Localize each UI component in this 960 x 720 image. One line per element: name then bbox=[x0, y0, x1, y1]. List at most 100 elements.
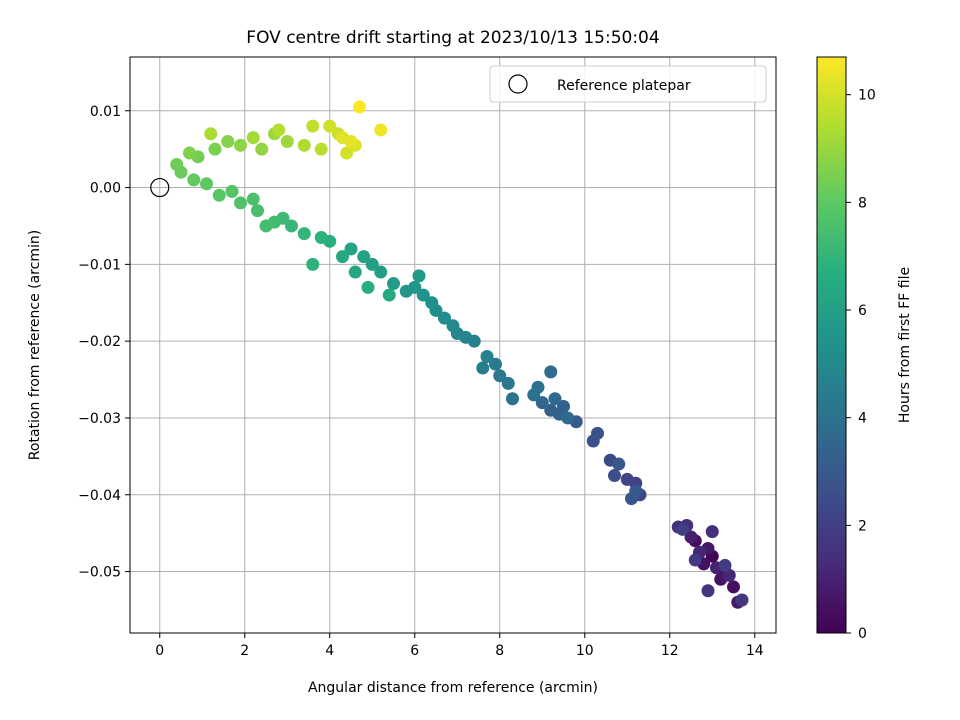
scatter-point bbox=[412, 269, 426, 283]
scatter-point bbox=[297, 138, 311, 152]
scatter-point bbox=[480, 350, 494, 364]
grid-lines bbox=[130, 57, 776, 633]
scatter-point bbox=[285, 219, 298, 233]
scatter-point bbox=[561, 411, 575, 425]
scatter-point bbox=[306, 257, 320, 271]
scatter-point bbox=[387, 277, 400, 291]
scatter-point bbox=[535, 396, 549, 410]
scatter-point bbox=[344, 134, 358, 148]
x-tick-label: 6 bbox=[410, 643, 419, 659]
scatter-point bbox=[701, 584, 715, 598]
scatter-point bbox=[323, 119, 337, 133]
y-tick-label: −0.05 bbox=[78, 565, 121, 581]
plot-axes bbox=[125, 56, 777, 638]
scatter-point bbox=[548, 392, 562, 406]
colorbar-tick-label: 8 bbox=[858, 195, 867, 211]
colorbar-label: Hours from first FF file bbox=[897, 267, 913, 423]
colorbar-ticks: 0 2 4 6 8 10 bbox=[846, 88, 876, 642]
scatter-points bbox=[150, 100, 749, 609]
scatter-point bbox=[416, 288, 430, 302]
scatter-point bbox=[425, 296, 439, 310]
scatter-point bbox=[735, 593, 749, 607]
y-tick-label: −0.03 bbox=[78, 411, 121, 427]
x-tick-label: 14 bbox=[746, 643, 764, 659]
scatter-point bbox=[361, 280, 375, 294]
y-tick-label: −0.04 bbox=[78, 488, 121, 504]
scatter-point bbox=[446, 319, 460, 333]
scatter-point bbox=[187, 173, 201, 187]
scatter-point bbox=[272, 123, 286, 137]
scatter-point bbox=[297, 227, 311, 241]
scatter-point bbox=[489, 357, 502, 371]
scatter-point bbox=[200, 177, 213, 191]
colorbar-tick-label: 10 bbox=[858, 88, 876, 104]
scatter-point bbox=[629, 484, 643, 498]
scatter-point bbox=[365, 257, 379, 271]
scatter-point bbox=[234, 138, 247, 152]
scatter-point bbox=[251, 204, 264, 218]
scatter-point bbox=[246, 131, 260, 145]
scatter-point bbox=[722, 568, 736, 582]
x-tick-label: 0 bbox=[155, 643, 164, 659]
scatter-point bbox=[344, 242, 358, 256]
scatter-point bbox=[314, 142, 328, 156]
scatter-point bbox=[221, 134, 235, 148]
scatter-point bbox=[314, 230, 328, 244]
y-tick-label: 0.01 bbox=[90, 104, 121, 120]
scatter-point bbox=[306, 119, 320, 133]
scatter-point bbox=[591, 426, 604, 440]
colorbar-tick-label: 0 bbox=[858, 626, 867, 642]
scatter-point bbox=[382, 288, 396, 302]
y-tick-label: 0.00 bbox=[90, 181, 121, 197]
scatter-point bbox=[438, 311, 451, 325]
scatter-point bbox=[493, 369, 507, 383]
colorbar-gradient bbox=[816, 56, 847, 634]
colorbar-tick-label: 4 bbox=[858, 411, 867, 427]
scatter-point bbox=[718, 558, 732, 572]
scatter-point bbox=[340, 146, 354, 160]
chart-title: FOV centre drift starting at 2023/10/13 … bbox=[246, 28, 659, 48]
legend-label-reference-platepar: Reference platepar bbox=[557, 78, 691, 94]
scatter-point bbox=[183, 146, 196, 160]
legend: Reference platepar bbox=[489, 65, 767, 103]
x-tick-label: 2 bbox=[240, 643, 249, 659]
tick-labels: 0 2 4 6 8 10 12 14 0.01 0.00 −0.01 −0.02 −0.03 −0.04 −… bbox=[78, 104, 764, 659]
x-tick-label: 12 bbox=[661, 643, 679, 659]
scatter-point bbox=[544, 365, 558, 379]
x-tick-label: 10 bbox=[576, 643, 594, 659]
scatter-point bbox=[399, 284, 413, 298]
x-tick-label: 4 bbox=[325, 643, 334, 659]
scatter-point bbox=[259, 219, 273, 233]
scatter-point bbox=[608, 469, 621, 483]
reference-platepar-marker bbox=[150, 177, 170, 198]
scatter-point bbox=[374, 265, 388, 279]
scatter-point bbox=[336, 250, 349, 264]
x-axis-label: Angular distance from reference (arcmin) bbox=[308, 680, 598, 696]
legend-frame bbox=[489, 65, 767, 103]
y-axis-label: Rotation from reference (arcmin) bbox=[27, 230, 43, 460]
scatter-point bbox=[246, 192, 260, 206]
scatter-point bbox=[255, 142, 269, 156]
plot-frame bbox=[129, 56, 777, 634]
scatter-point bbox=[225, 184, 239, 198]
scatter-point bbox=[212, 188, 226, 202]
y-tick-label: −0.01 bbox=[78, 257, 121, 273]
colorbar-tick-label: 6 bbox=[858, 303, 867, 319]
scatter-point bbox=[357, 250, 371, 264]
scatter-point bbox=[612, 457, 626, 471]
scatter-point bbox=[353, 100, 366, 114]
scatter-point bbox=[705, 525, 719, 539]
y-tick-label: −0.02 bbox=[78, 334, 121, 350]
scatter-point bbox=[208, 142, 222, 156]
scatter-point bbox=[204, 127, 218, 141]
scatter-point bbox=[348, 265, 362, 279]
scatter-point bbox=[676, 522, 689, 536]
scatter-point bbox=[684, 530, 698, 544]
colorbar: 0 2 4 6 8 10 Hours from first FF file bbox=[816, 56, 913, 642]
scatter-point bbox=[527, 388, 541, 402]
scatter-point bbox=[374, 123, 388, 137]
colorbar-tick-label: 2 bbox=[858, 518, 867, 534]
scatter-point bbox=[620, 472, 634, 486]
scatter-point bbox=[727, 580, 740, 594]
scatter-point bbox=[506, 392, 519, 406]
